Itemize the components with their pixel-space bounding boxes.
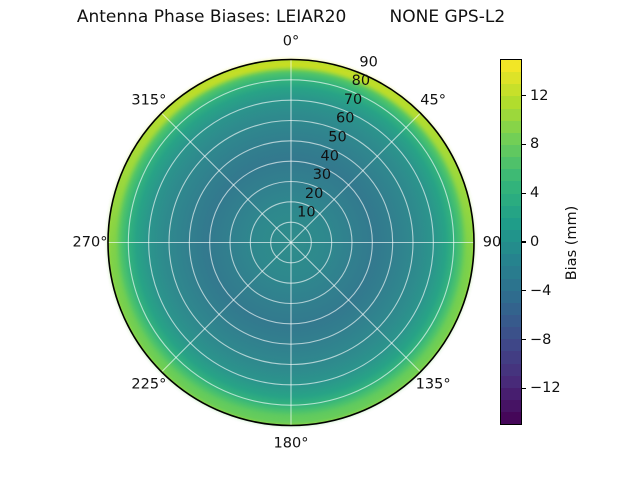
polar-grid <box>108 59 474 426</box>
colorbar-tickmark <box>522 338 526 341</box>
colorbar-band <box>501 96 521 109</box>
polar-outline <box>107 58 475 427</box>
theta-label-90: 90 <box>483 235 501 251</box>
colorbar-band <box>501 193 521 206</box>
r-label-50: 50 <box>328 129 346 145</box>
r-label-40: 40 <box>320 148 338 164</box>
colorbar-band <box>501 327 521 340</box>
colorbar-band <box>501 60 521 73</box>
colorbar-tickmark <box>522 387 526 390</box>
colorbar-tick-label: 12 <box>530 87 549 104</box>
theta-label-45: 45° <box>420 92 446 108</box>
colorbar-tickmark <box>522 290 526 292</box>
r-label-90: 90 <box>359 54 377 70</box>
colorbar-tickmark <box>522 241 526 243</box>
colorbar-tickmark <box>522 94 526 97</box>
colorbar-tick-label: 8 <box>530 136 540 153</box>
r-label-20: 20 <box>305 186 323 202</box>
colorbar-band <box>501 181 521 194</box>
theta-label-270: 270° <box>73 235 108 251</box>
colorbar-band <box>501 72 521 85</box>
theta-label-0: 0° <box>283 34 299 50</box>
colorbar-band <box>501 157 521 170</box>
colorbar-tick-label: −4 <box>530 282 552 299</box>
r-label-80: 80 <box>352 73 370 89</box>
r-label-70: 70 <box>344 92 362 108</box>
colorbar-band <box>501 351 521 364</box>
colorbar-band <box>501 217 521 230</box>
colorbar-band <box>501 290 521 303</box>
r-label-30: 30 <box>313 167 331 183</box>
colorbar-band <box>501 278 521 291</box>
colorbar-band <box>501 229 521 243</box>
colorbar-band <box>501 412 521 425</box>
colorbar-tick-label: 4 <box>530 185 540 202</box>
colorbar-band <box>501 120 521 133</box>
colorbar-band <box>501 302 521 315</box>
colorbar-band <box>501 363 521 376</box>
colorbar-band <box>501 254 521 267</box>
colorbar-band <box>501 387 521 400</box>
r-label-60: 60 <box>336 111 354 127</box>
colorbar-tick-label: 0 <box>530 234 540 250</box>
colorbar-tick-label: −8 <box>530 331 552 348</box>
colorbar-band <box>501 132 521 145</box>
colorbar-tick-label: −12 <box>530 380 561 397</box>
colorbar-band <box>501 375 521 388</box>
r-label-10: 10 <box>297 205 315 221</box>
colorbar-band <box>501 314 521 328</box>
colorbar-band <box>501 205 521 218</box>
colorbar-band <box>501 84 521 97</box>
colorbar-tickmark <box>522 143 526 146</box>
colorbar-band <box>501 169 521 182</box>
colorbar-band <box>501 242 521 255</box>
theta-label-180: 180° <box>274 436 309 452</box>
colorbar-band <box>501 266 521 279</box>
theta-label-225: 225° <box>131 377 166 393</box>
chart-title: Antenna Phase Biases: LEIAR20 NONE GPS-L… <box>76 7 506 27</box>
colorbar <box>500 59 522 425</box>
colorbar-band <box>501 339 521 352</box>
theta-label-135: 135° <box>416 377 451 393</box>
theta-label-315: 315° <box>131 92 166 108</box>
colorbar-band <box>501 399 521 413</box>
colorbar-band <box>501 108 521 121</box>
colorbar-tickmark <box>522 192 526 194</box>
colorbar-band <box>501 144 521 158</box>
colorbar-axis-label: Bias (mm) <box>564 205 580 281</box>
